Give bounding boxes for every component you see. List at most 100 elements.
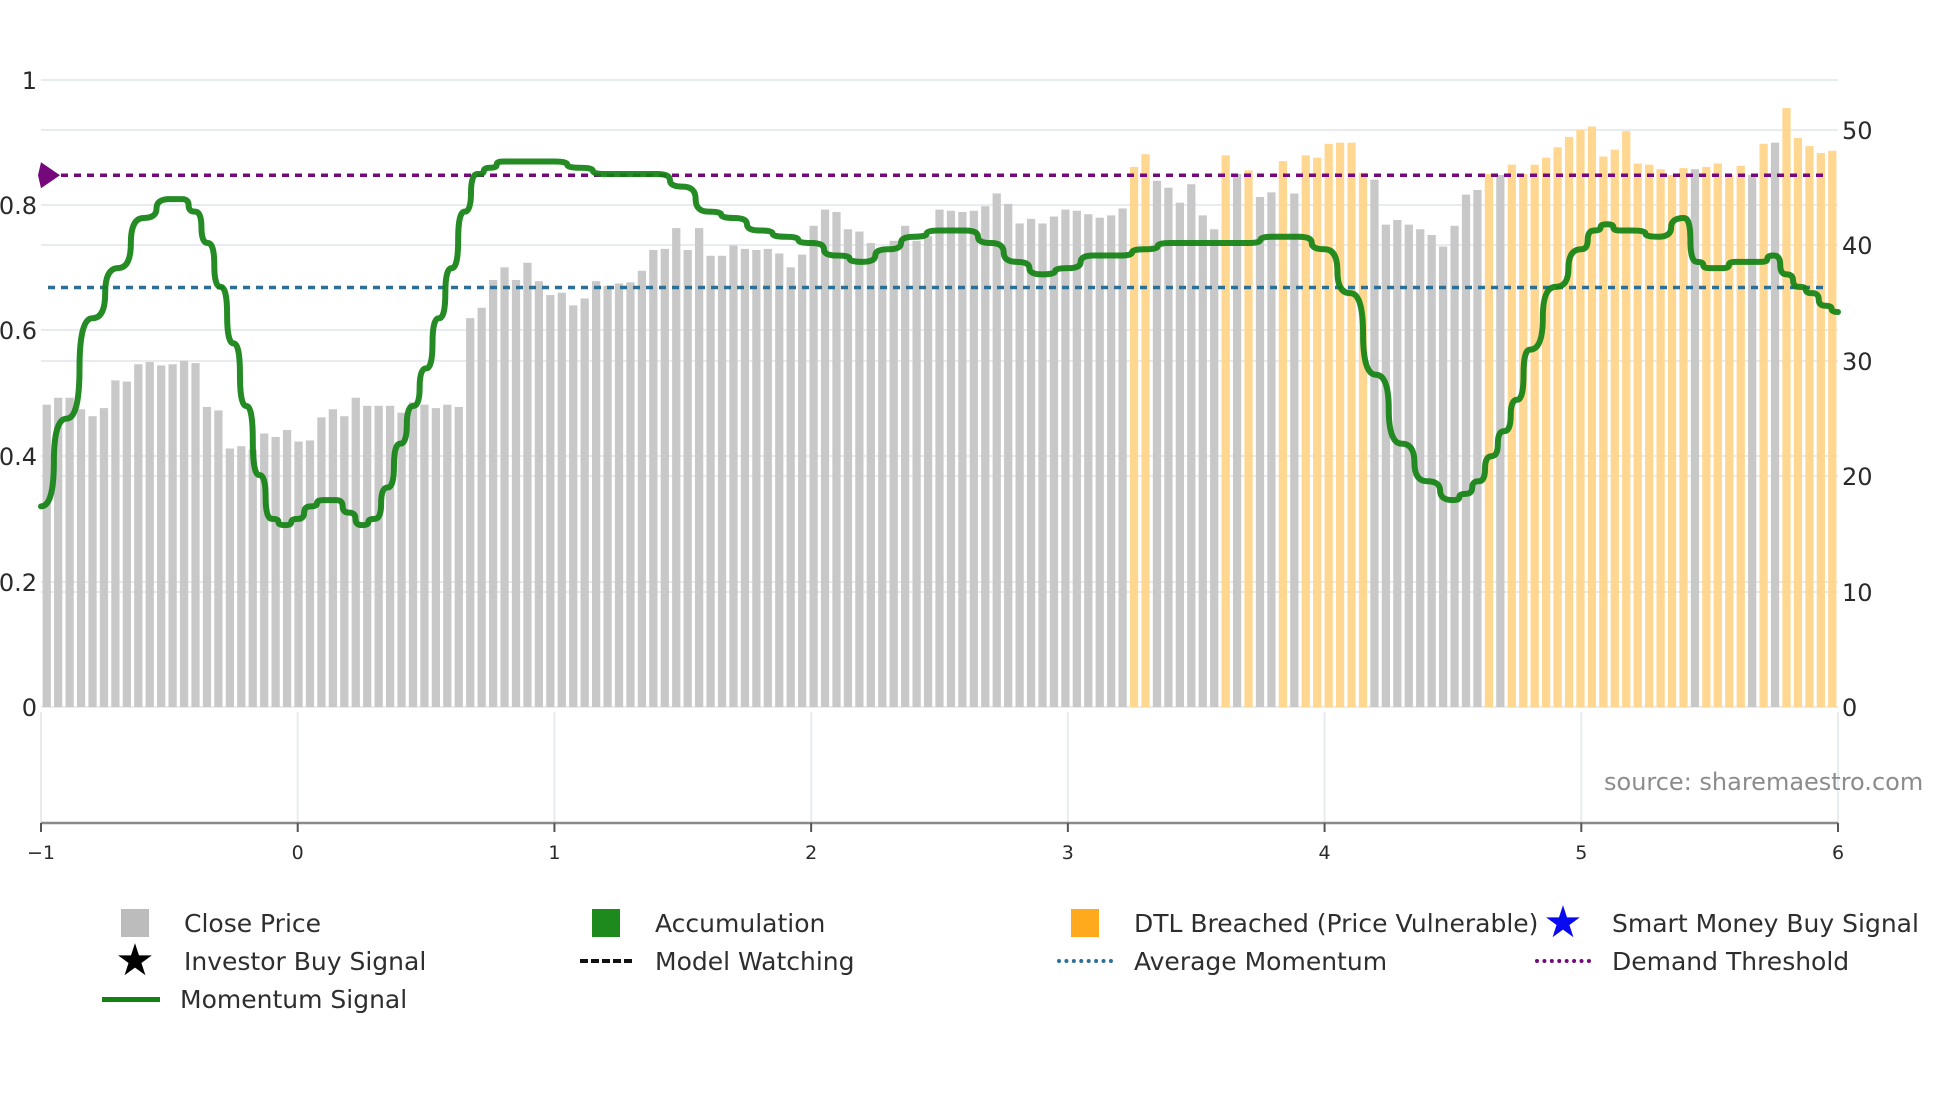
- close-price-bar: [305, 440, 315, 707]
- orange-square-icon: [1071, 909, 1099, 937]
- dtl-breached-bar: [1141, 154, 1150, 707]
- dtl-breached-bar: [1313, 157, 1322, 708]
- close-price-bar: [683, 250, 692, 708]
- dtl-breached-bar: [1576, 130, 1585, 707]
- demand-diamond-icon: [38, 162, 60, 189]
- close-price-bar: [340, 416, 349, 707]
- close-price-bar: [523, 262, 532, 707]
- close-price-bar: [1748, 175, 1757, 708]
- left-y-tick-label: 0.8: [0, 192, 37, 220]
- x-tick-label: −1: [27, 842, 55, 864]
- dtl-breached-bar: [1278, 161, 1287, 707]
- close-price-bar: [1026, 218, 1036, 707]
- close-price-bar: [157, 365, 166, 707]
- close-price-bar: [672, 228, 681, 707]
- dtl-breached-bar: [1633, 163, 1642, 707]
- legend-momentum-signal: Momentum Signal: [96, 981, 407, 1017]
- close-price-bar: [1084, 214, 1093, 707]
- close-price-bar: [820, 209, 830, 707]
- dtl-breached-bar: [1530, 164, 1539, 707]
- close-price-bar: [546, 295, 555, 707]
- dtl-breached-bar: [1599, 156, 1608, 708]
- x-tick-label: 1: [548, 842, 560, 864]
- dtl-breached-bar: [1542, 157, 1551, 708]
- green-square-icon: [592, 909, 620, 937]
- right-y-tick-label: 10: [1842, 579, 1873, 607]
- close-price-bar: [374, 405, 383, 707]
- blue-star-icon: ★: [1543, 897, 1583, 948]
- close-price-bar: [1187, 184, 1196, 707]
- dtl-breached-bar: [1564, 136, 1574, 707]
- close-price-bar: [397, 412, 406, 707]
- close-price-bar: [363, 405, 372, 707]
- close-price-bar: [88, 416, 97, 707]
- close-price-bar: [649, 250, 658, 708]
- close-price-bar: [1232, 173, 1242, 708]
- close-price-bar: [134, 364, 143, 707]
- close-price-bar: [202, 406, 212, 707]
- close-price-bar: [1473, 190, 1482, 707]
- dtl-breached-bar: [1725, 175, 1734, 708]
- dtl-breached-bar: [1301, 155, 1310, 707]
- dtl-breached-bar: [1610, 149, 1619, 708]
- dtl-breached-bar: [1793, 138, 1803, 707]
- dtl-breached-bar: [1828, 150, 1837, 708]
- close-price-bar: [923, 236, 933, 707]
- dtl-breached-bar: [1759, 143, 1768, 707]
- dtl-breached-bar: [1816, 153, 1825, 707]
- close-price-bar: [1381, 224, 1391, 708]
- close-price-bar: [294, 441, 303, 707]
- purple-dotted-line-icon: [1535, 959, 1591, 963]
- close-price-bar: [969, 210, 978, 707]
- dtl-breached-bar: [1713, 163, 1722, 707]
- close-price-bar: [534, 281, 544, 707]
- close-price-bar: [946, 210, 956, 707]
- dtl-breached-bar: [1622, 131, 1631, 708]
- close-price-bar: [488, 280, 498, 707]
- dtl-breached-bar: [1484, 173, 1494, 708]
- dtl-breached-bar: [1656, 169, 1665, 708]
- close-price-bar: [1416, 229, 1425, 707]
- legend-smart-money: ★ Smart Money Buy Signal: [1543, 897, 1919, 948]
- dtl-breached-bar: [1702, 166, 1711, 708]
- dtl-breached-bar: [1667, 175, 1677, 708]
- green-line-icon: [102, 996, 160, 1002]
- close-price-bar: [912, 240, 921, 707]
- close-price-bar: [1038, 223, 1047, 707]
- close-price-bar: [511, 280, 521, 707]
- close-price-bar: [717, 255, 727, 707]
- threshold-lines: [48, 173, 1828, 290]
- x-tick-label: 5: [1575, 842, 1587, 864]
- left-y-tick-label: 0.2: [0, 569, 37, 597]
- close-price-bar: [1004, 203, 1013, 707]
- x-tick-label: 4: [1319, 842, 1331, 864]
- x-tick-label: 0: [292, 842, 304, 864]
- close-price-bar: [1164, 187, 1173, 707]
- close-price-bar: [752, 250, 761, 708]
- close-price-bar: [1267, 192, 1276, 708]
- dtl-breached-bar: [1679, 168, 1688, 707]
- close-price-bar: [42, 404, 51, 707]
- close-price-bar: [76, 409, 86, 707]
- momentum-signal-path: [38, 158, 1841, 529]
- close-price-bar: [477, 307, 486, 707]
- legend-model-watching: Model Watching: [571, 943, 855, 979]
- legend-average-momentum: Average Momentum: [1050, 943, 1387, 979]
- close-price-bar: [317, 417, 326, 707]
- close-price-bar: [855, 231, 864, 707]
- close-price-bar: [786, 267, 795, 707]
- legend: Close Price ★ Investor Buy Signal Moment…: [0, 897, 1960, 1055]
- close-price-bar: [1370, 179, 1379, 707]
- dtl-breached-bar: [1553, 147, 1562, 707]
- close-price-bar: [408, 402, 418, 707]
- axes: −1 0 1 2 3 4 5 6 1 0.8 0.6 0.4 0.2 0 50 40 30 20 10 0: [0, 67, 1873, 864]
- legend-demand-threshold: Demand Threshold: [1528, 943, 1849, 979]
- close-price-bar: [191, 363, 200, 707]
- close-price-bar: [237, 446, 246, 707]
- dtl-breached-bar: [1782, 108, 1791, 708]
- close-price-bar: [637, 270, 647, 707]
- close-price-bar: [385, 405, 395, 707]
- close-price-bar: [145, 361, 154, 707]
- legend-investor-buy: ★ Investor Buy Signal: [115, 935, 427, 986]
- close-price-bar: [958, 211, 967, 707]
